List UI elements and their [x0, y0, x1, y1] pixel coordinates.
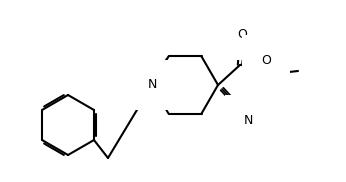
Text: N: N: [243, 114, 253, 126]
Text: O: O: [261, 54, 271, 66]
Text: O: O: [237, 29, 247, 41]
Text: N: N: [147, 78, 157, 92]
